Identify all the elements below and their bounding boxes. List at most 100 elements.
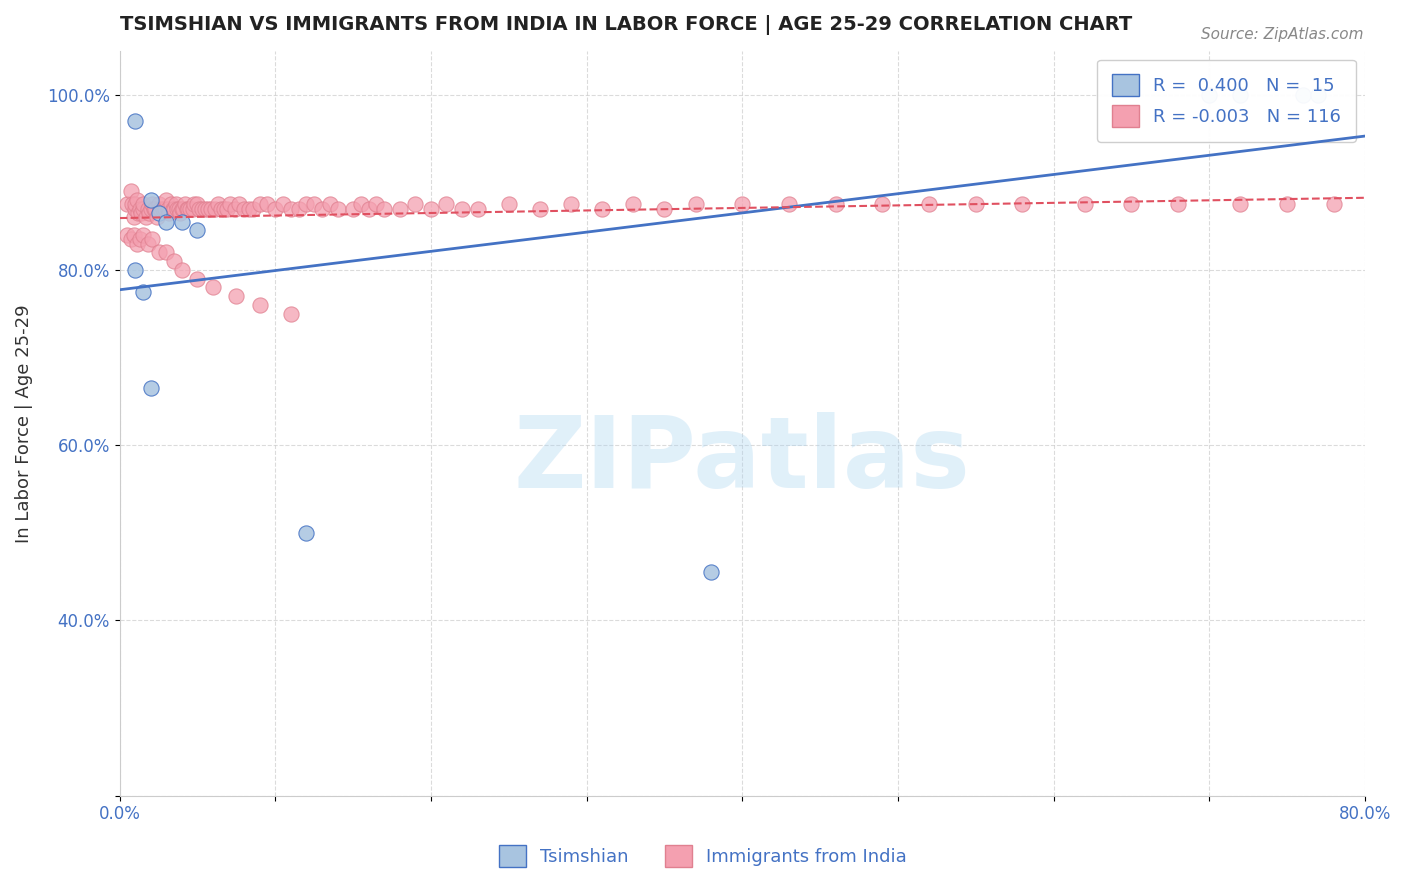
Point [242,202,264,216]
Point [124,263,146,277]
Point [127,206,149,220]
Point [591,202,613,216]
Point [153,202,176,216]
Point [212,202,235,216]
Point [373,202,395,216]
Point [824,197,846,211]
Point [155,193,177,207]
Point [295,525,318,540]
Point [1198,87,1220,102]
Point [162,202,184,216]
Point [200,202,222,216]
Point [1167,197,1189,211]
Point [166,202,188,216]
Point [207,197,229,211]
Point [183,197,205,211]
Point [125,236,148,251]
Text: TSIMSHIAN VS IMMIGRANTS FROM INDIA IN LABOR FORCE | AGE 25-29 CORRELATION CHART: TSIMSHIAN VS IMMIGRANTS FROM INDIA IN LA… [120,15,1132,35]
Point [188,202,211,216]
Point [388,202,411,216]
Text: Source: ZipAtlas.com: Source: ZipAtlas.com [1201,27,1364,42]
Point [186,197,208,211]
Point [249,298,271,312]
Point [170,215,193,229]
Point [181,202,204,216]
Point [132,202,155,216]
Legend: Tsimshian, Immigrants from India: Tsimshian, Immigrants from India [492,838,914,874]
Point [163,202,186,216]
Point [357,202,380,216]
Point [146,211,169,225]
Point [186,223,208,237]
Point [122,211,145,225]
Point [125,193,148,207]
Point [1291,87,1313,102]
Point [169,206,191,220]
Point [778,197,800,211]
Point [149,202,172,216]
Point [136,236,159,251]
Point [451,202,474,216]
Legend: R =  0.400   N =  15, R = -0.003   N = 116: R = 0.400 N = 15, R = -0.003 N = 116 [1098,60,1355,142]
Point [209,202,232,216]
Point [311,202,333,216]
Point [1306,87,1329,102]
Y-axis label: In Labor Force | Age 25-29: In Labor Force | Age 25-29 [15,304,32,542]
Point [121,197,143,211]
Point [295,197,318,211]
Point [319,197,342,211]
Point [142,202,165,216]
Point [139,193,162,207]
Point [1229,197,1251,211]
Point [167,202,190,216]
Point [124,114,146,128]
Point [224,202,246,216]
Point [152,202,174,216]
Point [366,197,388,211]
Point [1011,197,1033,211]
Point [136,202,159,216]
Point [350,197,373,211]
Point [148,197,170,211]
Point [155,245,177,260]
Point [238,202,260,216]
Point [179,202,201,216]
Point [467,202,489,216]
Point [201,280,224,294]
Point [256,197,278,211]
Point [120,184,142,198]
Point [529,202,551,216]
Point [271,197,294,211]
Point [700,566,723,580]
Point [148,206,170,220]
Point [1323,197,1346,211]
Point [177,202,200,216]
Point [685,197,707,211]
Point [342,202,364,216]
Point [170,202,193,216]
Point [141,232,163,246]
Point [165,197,187,211]
Point [156,202,179,216]
Point [191,202,214,216]
Point [326,202,349,216]
Point [139,202,162,216]
Point [560,197,582,211]
Point [132,285,155,299]
Point [186,271,208,285]
Point [233,202,256,216]
Point [1073,197,1095,211]
Point [621,197,644,211]
Point [163,254,186,268]
Point [264,202,287,216]
Point [280,307,302,321]
Point [141,197,163,211]
Point [872,197,894,211]
Point [965,197,987,211]
Point [122,227,145,242]
Point [280,202,302,216]
Point [172,202,194,216]
Point [148,245,170,260]
Point [135,211,157,225]
Point [155,215,177,229]
